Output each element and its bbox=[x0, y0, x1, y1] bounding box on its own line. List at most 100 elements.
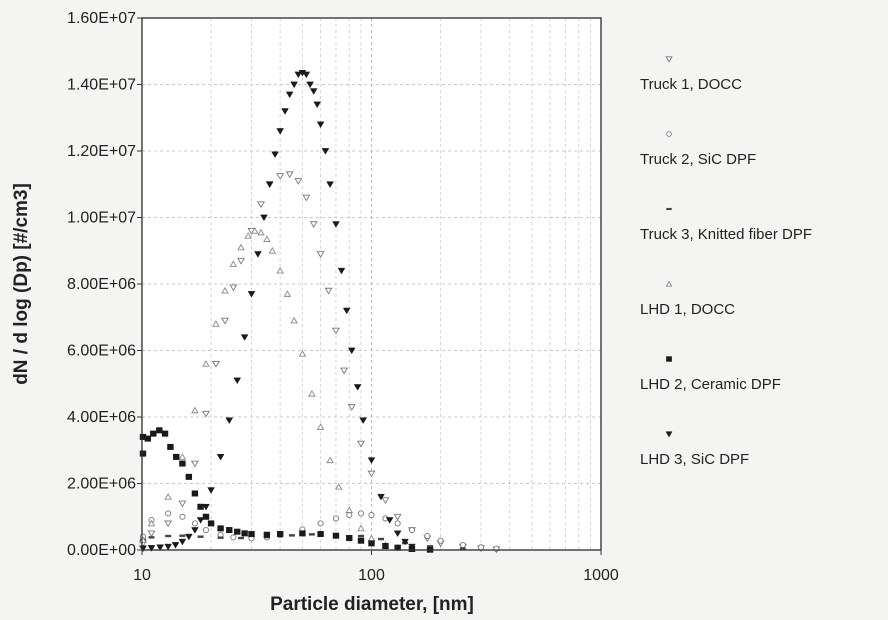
data-point bbox=[393, 530, 402, 538]
data-point bbox=[211, 360, 220, 368]
series-5 bbox=[139, 427, 434, 553]
data-point bbox=[326, 456, 334, 464]
x-tick-label: 1000 bbox=[583, 567, 619, 584]
x-axis-title: Particle diameter, [nm] bbox=[270, 594, 474, 615]
grid bbox=[142, 18, 601, 550]
data-point bbox=[408, 543, 416, 551]
legend-label: Truck 3, Knitted fiber DPF bbox=[640, 226, 813, 243]
data-point bbox=[247, 291, 256, 298]
y-tick-label: 1.40E+07 bbox=[67, 77, 136, 94]
data-point bbox=[290, 81, 298, 89]
data-point bbox=[147, 519, 156, 527]
data-point bbox=[332, 532, 340, 539]
data-point bbox=[408, 527, 415, 534]
data-point bbox=[357, 510, 365, 517]
y-axis-title: dN / d log (Dp) [#/cm3] bbox=[11, 183, 32, 385]
data-point bbox=[331, 327, 340, 335]
y-tick-label: 2.00E+06 bbox=[67, 476, 136, 493]
legend: Truck 1, DOCC Truck 2, SiC DPF Truck 3, Kn… bbox=[640, 52, 880, 502]
data-point bbox=[346, 535, 353, 542]
series-6 bbox=[139, 70, 416, 553]
data-point bbox=[139, 545, 147, 553]
data-point bbox=[394, 544, 401, 551]
data-point bbox=[225, 417, 234, 425]
data-point bbox=[324, 287, 333, 295]
data-point bbox=[148, 536, 155, 539]
data-point bbox=[359, 417, 368, 425]
data-point bbox=[276, 531, 284, 538]
data-point bbox=[316, 121, 325, 129]
data-point bbox=[233, 377, 242, 385]
data-point bbox=[221, 317, 230, 325]
data-point bbox=[666, 207, 672, 211]
data-point bbox=[298, 350, 307, 357]
x-tick-label: 100 bbox=[358, 567, 385, 584]
legend-item: LHD 3, SiC DPF bbox=[640, 427, 880, 502]
data-point bbox=[283, 290, 292, 297]
data-point bbox=[221, 286, 229, 294]
series-marks bbox=[139, 70, 501, 554]
data-point bbox=[321, 148, 330, 155]
data-point bbox=[437, 537, 444, 544]
data-point bbox=[191, 520, 198, 527]
data-point bbox=[191, 406, 199, 414]
data-point bbox=[347, 404, 356, 411]
legend-item: Truck 2, SiC DPF bbox=[640, 127, 880, 202]
data-point bbox=[250, 227, 259, 234]
data-point bbox=[257, 228, 265, 236]
legend-label: LHD 3, SiC DPF bbox=[640, 451, 750, 468]
data-point bbox=[171, 542, 180, 549]
data-point bbox=[202, 527, 210, 534]
data-point bbox=[139, 450, 147, 457]
data-point bbox=[285, 91, 294, 99]
data-point bbox=[241, 530, 248, 537]
legend-marker bbox=[666, 131, 672, 137]
data-point bbox=[201, 410, 210, 418]
data-point bbox=[346, 512, 353, 519]
data-point bbox=[268, 247, 277, 254]
data-point bbox=[234, 528, 241, 535]
data-point bbox=[299, 530, 306, 537]
data-point bbox=[167, 443, 174, 450]
data-point bbox=[357, 537, 365, 544]
y-axis: 0.00E+00 2.00E+06 4.00E+06 6.00E+06 8.00E+06… bbox=[67, 10, 142, 559]
data-point bbox=[217, 525, 224, 532]
data-point bbox=[332, 515, 340, 522]
data-point bbox=[165, 534, 172, 538]
data-point bbox=[367, 470, 376, 478]
data-point bbox=[326, 181, 334, 188]
data-point bbox=[173, 453, 180, 460]
data-point bbox=[427, 545, 434, 548]
data-point bbox=[357, 440, 365, 448]
data-point bbox=[665, 431, 673, 438]
data-point bbox=[665, 56, 673, 63]
data-point bbox=[334, 483, 343, 490]
data-point bbox=[139, 433, 147, 440]
data-point bbox=[237, 243, 245, 251]
data-point bbox=[424, 532, 431, 540]
data-point bbox=[240, 334, 249, 341]
y-tick-label: 4.00E+06 bbox=[67, 409, 136, 426]
data-point bbox=[294, 71, 303, 79]
data-point bbox=[401, 538, 409, 546]
data-point bbox=[178, 538, 187, 546]
data-point bbox=[147, 545, 156, 552]
legend-label: LHD 2, Ceramic DPF bbox=[640, 376, 781, 393]
data-point bbox=[276, 128, 285, 135]
data-point bbox=[212, 320, 220, 327]
y-tick-label: 6.00E+06 bbox=[67, 343, 136, 360]
data-point bbox=[382, 543, 389, 550]
data-point bbox=[216, 454, 225, 461]
data-point bbox=[665, 280, 673, 287]
legend-item: Truck 1, DOCC bbox=[640, 52, 880, 127]
data-point bbox=[191, 527, 199, 534]
data-point bbox=[226, 527, 233, 534]
data-point bbox=[202, 360, 210, 367]
legend-marker bbox=[665, 56, 673, 63]
data-point bbox=[313, 101, 322, 109]
data-point bbox=[345, 506, 354, 513]
data-point bbox=[394, 520, 401, 527]
data-point bbox=[257, 201, 265, 209]
data-point bbox=[308, 533, 315, 536]
